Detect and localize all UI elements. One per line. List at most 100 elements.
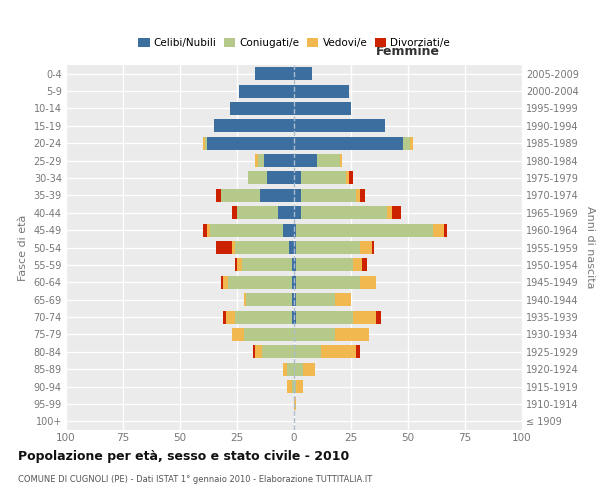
- Bar: [335, 293, 351, 306]
- Bar: [266, 172, 294, 184]
- Bar: [360, 189, 365, 202]
- Bar: [335, 328, 369, 341]
- Bar: [301, 206, 388, 220]
- Bar: [294, 328, 335, 341]
- Bar: [445, 224, 447, 236]
- Bar: [296, 380, 303, 393]
- Bar: [392, 206, 401, 220]
- Bar: [294, 241, 296, 254]
- Bar: [242, 258, 292, 272]
- Bar: [208, 136, 294, 149]
- Bar: [296, 310, 353, 324]
- Text: Popolazione per età, sesso e stato civile - 2010: Popolazione per età, sesso e stato civil…: [18, 450, 349, 463]
- Bar: [226, 310, 235, 324]
- Text: Femmine: Femmine: [376, 44, 440, 58]
- Bar: [217, 189, 221, 202]
- Bar: [292, 276, 294, 289]
- Bar: [294, 172, 301, 184]
- Bar: [296, 258, 353, 272]
- Legend: Celibi/Nubili, Coniugati/e, Vedovi/e, Divorziati/e: Celibi/Nubili, Coniugati/e, Vedovi/e, Di…: [134, 34, 454, 52]
- Bar: [235, 241, 289, 254]
- Bar: [208, 224, 209, 236]
- Bar: [235, 258, 237, 272]
- Bar: [294, 380, 296, 393]
- Bar: [371, 241, 374, 254]
- Bar: [265, 154, 294, 167]
- Bar: [296, 241, 360, 254]
- Bar: [283, 362, 287, 376]
- Bar: [294, 84, 349, 98]
- Bar: [209, 224, 283, 236]
- Bar: [362, 258, 367, 272]
- Bar: [217, 241, 232, 254]
- Bar: [356, 346, 360, 358]
- Bar: [292, 258, 294, 272]
- Bar: [237, 258, 242, 272]
- Bar: [239, 84, 294, 98]
- Bar: [230, 102, 294, 115]
- Bar: [301, 189, 356, 202]
- Bar: [253, 346, 255, 358]
- Bar: [303, 362, 314, 376]
- Bar: [214, 120, 294, 132]
- Bar: [283, 224, 294, 236]
- Bar: [388, 206, 392, 220]
- Bar: [294, 346, 322, 358]
- Bar: [317, 154, 340, 167]
- Bar: [289, 241, 294, 254]
- Bar: [349, 172, 353, 184]
- Bar: [296, 224, 433, 236]
- Bar: [294, 120, 385, 132]
- Bar: [296, 293, 335, 306]
- Bar: [353, 310, 376, 324]
- Bar: [322, 346, 356, 358]
- Bar: [360, 241, 371, 254]
- Bar: [221, 189, 260, 202]
- Bar: [294, 276, 296, 289]
- Y-axis label: Anni di nascita: Anni di nascita: [584, 206, 595, 289]
- Bar: [356, 189, 360, 202]
- Bar: [246, 293, 292, 306]
- Bar: [205, 136, 208, 149]
- Bar: [294, 102, 351, 115]
- Bar: [237, 206, 278, 220]
- Bar: [248, 172, 266, 184]
- Y-axis label: Fasce di età: Fasce di età: [18, 214, 28, 280]
- Bar: [244, 293, 246, 306]
- Bar: [294, 154, 317, 167]
- Bar: [360, 276, 376, 289]
- Bar: [255, 67, 294, 80]
- Bar: [294, 224, 296, 236]
- Bar: [257, 154, 265, 167]
- Bar: [255, 346, 262, 358]
- Bar: [340, 154, 342, 167]
- Bar: [232, 206, 237, 220]
- Bar: [287, 380, 292, 393]
- Bar: [353, 258, 362, 272]
- Bar: [287, 362, 294, 376]
- Bar: [346, 172, 349, 184]
- Bar: [403, 136, 410, 149]
- Bar: [292, 310, 294, 324]
- Bar: [294, 293, 296, 306]
- Bar: [203, 136, 205, 149]
- Bar: [410, 136, 413, 149]
- Bar: [301, 172, 346, 184]
- Bar: [294, 206, 301, 220]
- Bar: [228, 276, 292, 289]
- Bar: [294, 189, 301, 202]
- Text: COMUNE DI CUGNOLI (PE) - Dati ISTAT 1° gennaio 2010 - Elaborazione TUTTITALIA.IT: COMUNE DI CUGNOLI (PE) - Dati ISTAT 1° g…: [18, 475, 372, 484]
- Bar: [292, 380, 294, 393]
- Bar: [260, 189, 294, 202]
- Bar: [294, 136, 403, 149]
- Bar: [294, 310, 296, 324]
- Bar: [278, 206, 294, 220]
- Bar: [221, 276, 223, 289]
- Bar: [223, 310, 226, 324]
- Bar: [296, 276, 360, 289]
- Bar: [294, 67, 312, 80]
- Bar: [262, 346, 294, 358]
- Bar: [294, 398, 296, 410]
- Bar: [203, 224, 208, 236]
- Bar: [376, 310, 380, 324]
